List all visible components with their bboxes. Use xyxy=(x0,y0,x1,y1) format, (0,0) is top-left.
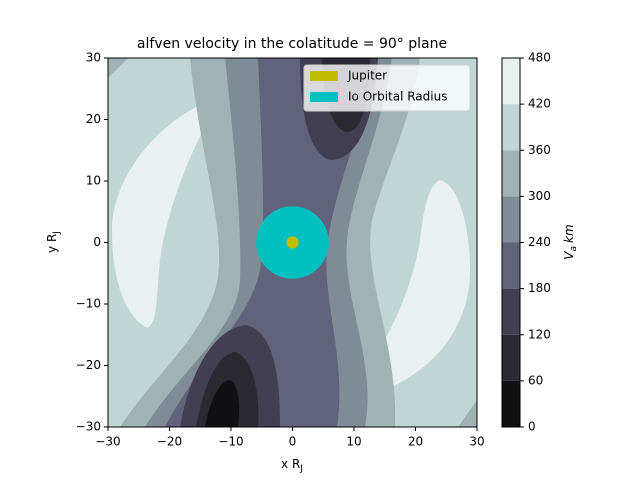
y-tick-label: −10 xyxy=(76,297,101,311)
colorbar-band xyxy=(502,288,520,335)
colorbar-band xyxy=(502,150,520,197)
colorbar-tick-label: 0 xyxy=(528,420,536,434)
colorbar-band xyxy=(502,196,520,243)
legend: Jupiter Io Orbital Radius xyxy=(303,64,471,112)
contour-region xyxy=(108,58,128,78)
circle-marker xyxy=(286,236,299,249)
colorbar-tick-label: 180 xyxy=(528,281,551,295)
colorbar-label: Vakm xyxy=(562,224,579,259)
colorbar-tick-label: 60 xyxy=(528,373,543,387)
x-tick-label: 30 xyxy=(469,435,484,449)
contour-region xyxy=(205,380,240,427)
x-tick-label: 10 xyxy=(346,435,361,449)
colorbar-tick-label: 480 xyxy=(528,51,551,65)
colorbar-tick-label: 300 xyxy=(528,189,551,203)
colorbar-tick-label: 120 xyxy=(528,327,551,341)
legend-label: Jupiter xyxy=(347,69,387,83)
y-tick-label: −20 xyxy=(76,358,101,372)
x-axis-label: x RJ xyxy=(281,457,303,474)
x-tick-label: 0 xyxy=(289,435,297,449)
chart-title: alfven velocity in the colatitude = 90° … xyxy=(137,36,447,52)
colorbar-band xyxy=(502,242,520,289)
y-tick-label: 10 xyxy=(86,174,101,188)
y-tick-label: 30 xyxy=(86,51,101,65)
y-tick-label: 0 xyxy=(93,235,101,249)
y-tick-label: −30 xyxy=(76,420,101,434)
x-tick-label: −30 xyxy=(95,435,120,449)
contour-region xyxy=(345,180,470,398)
colorbar-band xyxy=(502,380,520,427)
legend-box xyxy=(303,64,471,112)
y-tick-label: 20 xyxy=(86,112,101,126)
legend-swatch xyxy=(310,92,338,102)
legend-swatch xyxy=(310,71,338,81)
contour-region xyxy=(458,400,477,427)
y-axis-label: y RJ xyxy=(45,231,62,253)
colorbar-tick-label: 420 xyxy=(528,97,551,111)
x-tick-label: −10 xyxy=(218,435,243,449)
legend-label: Io Orbital Radius xyxy=(348,90,447,104)
colorbar-tick-label: 360 xyxy=(528,143,551,157)
colorbar-band xyxy=(502,104,520,151)
colorbar-tick-label: 240 xyxy=(528,235,551,249)
colorbar-band xyxy=(502,334,520,381)
contour-region xyxy=(112,97,222,328)
colorbar-band xyxy=(502,58,520,105)
x-tick-label: −20 xyxy=(157,435,182,449)
x-tick-label: 20 xyxy=(408,435,423,449)
